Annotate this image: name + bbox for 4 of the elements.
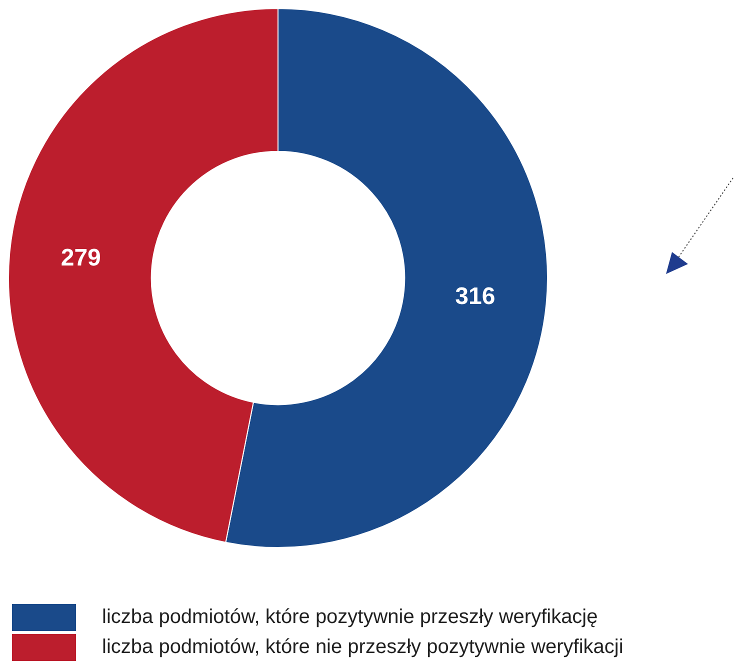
data-label: 279 (60, 244, 101, 272)
data-label: 316 (455, 282, 496, 310)
legend-label: liczba podmiotów, które pozytywnie przeszły weryfikację (102, 606, 598, 628)
legend-label: liczba podmiotów, które nie przeszły pozytywnie weryfikacji (102, 636, 624, 658)
